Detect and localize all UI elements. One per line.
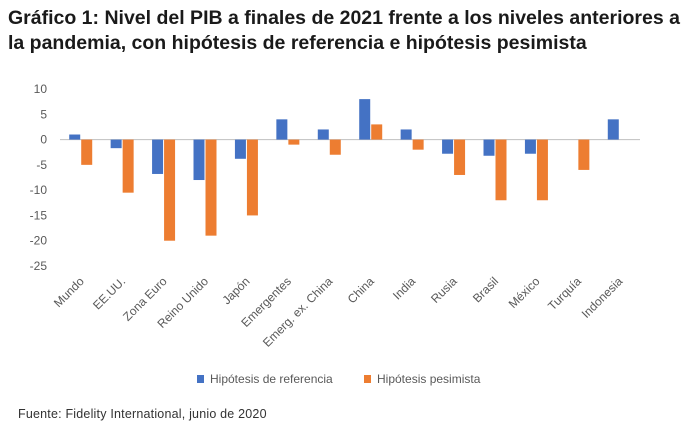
bar-pesimista-10: [495, 139, 507, 201]
bar-pesimista-8: [412, 139, 424, 150]
x-category-label: India: [390, 274, 419, 303]
bar-referencia-9: [442, 139, 454, 154]
bar-referencia-5: [276, 119, 288, 140]
bar-pesimista-4: [246, 139, 258, 216]
y-tick-label: -5: [36, 158, 47, 172]
bar-pesimista-11: [536, 139, 548, 201]
bar-pesimista-12: [578, 139, 590, 170]
y-tick-label: 10: [34, 82, 48, 96]
bar-referencia-11: [524, 139, 536, 154]
x-category-label: China: [345, 274, 377, 306]
source-note: Fuente: Fidelity International, junio de…: [18, 407, 267, 421]
y-tick-label: 5: [40, 107, 47, 121]
bar-pesimista-5: [288, 139, 300, 145]
bar-referencia-4: [234, 139, 246, 159]
bar-referencia-0: [69, 134, 81, 140]
legend-label: Hipótesis de referencia: [210, 372, 333, 386]
x-category-label: Turquía: [545, 274, 584, 313]
x-category-label: Brasil: [470, 274, 501, 305]
y-tick-label: -20: [30, 234, 48, 248]
bar-referencia-1: [110, 139, 122, 149]
legend-label: Hipótesis pesimista: [377, 372, 481, 386]
bar-referencia-6: [317, 129, 329, 140]
chart-title: Gráfico 1: Nivel del PIB a finales de 20…: [8, 7, 680, 54]
bar-pesimista-9: [454, 139, 466, 175]
bar-referencia-2: [152, 139, 164, 174]
x-category-label: Rusia: [428, 274, 460, 306]
y-tick-label: 0: [40, 133, 47, 147]
bar-pesimista-6: [329, 139, 341, 155]
bar-referencia-3: [193, 139, 205, 181]
bar-pesimista-1: [122, 139, 134, 193]
y-axis-ticks: 10 5 0 -5 -10 -15 -20 -25: [30, 82, 48, 273]
y-tick-label: -15: [30, 208, 48, 222]
bar-referencia-7: [359, 99, 371, 140]
bar-pesimista-3: [205, 139, 217, 236]
x-category-label: México: [506, 274, 543, 311]
bar-pesimista-7: [371, 124, 383, 140]
legend: Hipótesis de referencia Hipótesis pesimis…: [197, 372, 481, 386]
bars-group: [69, 99, 619, 241]
bar-referencia-13: [607, 119, 619, 140]
bar-referencia-8: [400, 129, 412, 140]
x-category-label: Mundo: [51, 274, 87, 310]
x-category-label: Japón: [220, 274, 253, 307]
bar-referencia-10: [483, 139, 495, 156]
bar-pesimista-2: [164, 139, 176, 241]
y-tick-label: -25: [30, 259, 48, 273]
bar-pesimista-0: [81, 139, 93, 165]
x-category-label: Emerg. ex. China: [260, 274, 336, 350]
legend-swatch: [197, 375, 204, 383]
legend-swatch: [364, 375, 371, 383]
x-category-label: EE.UU.: [90, 274, 128, 312]
x-category-label: Indonesia: [579, 274, 626, 321]
y-tick-label: -10: [30, 183, 48, 197]
bar-chart: 10 5 0 -5 -10 -15 -20 -25 Mundo EE.UU.Zona EuroR…: [30, 82, 640, 386]
